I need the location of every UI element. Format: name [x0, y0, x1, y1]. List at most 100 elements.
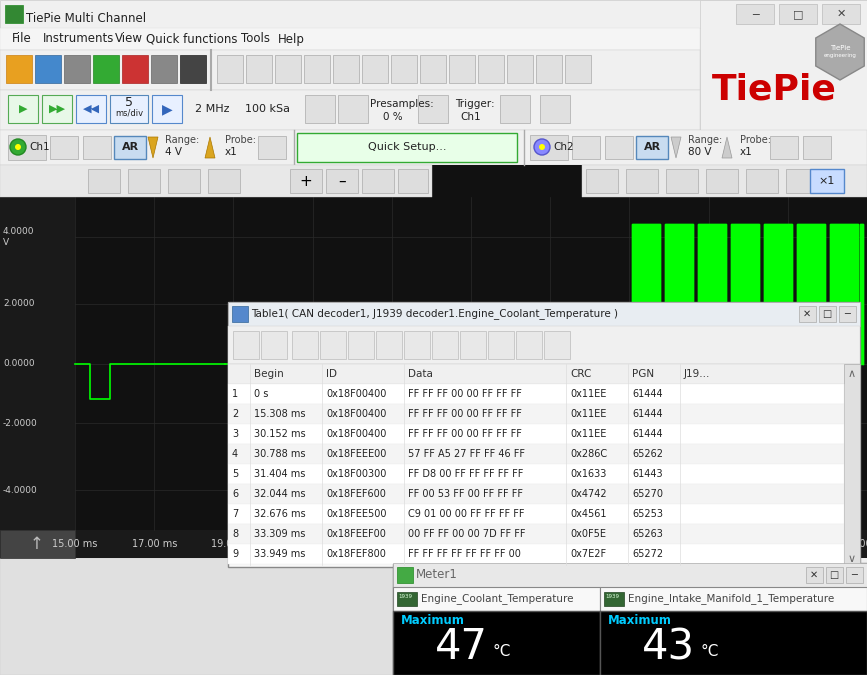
Bar [290, 169, 322, 193]
Text: 43: 43 [642, 626, 695, 668]
Text: 6: 6 [232, 489, 238, 499]
Bar [0, 197, 75, 530]
Text: FF FF FF 00 00 FF FF FF: FF FF FF 00 00 FF FF FF [408, 429, 522, 439]
Text: 1: 1 [232, 389, 238, 399]
Bar [666, 169, 698, 193]
Bar [540, 95, 570, 123]
Bar [746, 169, 778, 193]
Bar [35, 55, 61, 83]
Bar [397, 567, 413, 583]
Bar [488, 331, 514, 359]
Text: –: – [338, 173, 346, 188]
Bar [0, 130, 867, 165]
Bar [700, 0, 867, 165]
Bar [93, 55, 119, 83]
Text: File: File [12, 32, 32, 45]
Text: FF FF FF FF FF FF FF 00: FF FF FF FF FF FF FF 00 [408, 549, 521, 559]
Text: AR: AR [643, 142, 661, 152]
Bar [180, 55, 206, 83]
Text: ▶: ▶ [161, 102, 173, 116]
Bar [122, 55, 148, 83]
Bar [83, 136, 111, 159]
Text: Probe:: Probe: [740, 135, 771, 145]
Text: Maximum: Maximum [608, 614, 672, 628]
Bar [0, 165, 432, 197]
Bar [582, 165, 867, 197]
Text: 65272: 65272 [632, 549, 663, 559]
Bar [822, 4, 860, 24]
Text: Ch1: Ch1 [460, 112, 480, 122]
Bar [530, 135, 568, 160]
Bar [819, 306, 836, 322]
Text: Presamples:: Presamples: [370, 99, 434, 109]
Bar [114, 136, 146, 159]
Text: Range:: Range: [688, 135, 722, 145]
Bar [228, 484, 844, 504]
Text: Range:: Range: [165, 135, 199, 145]
Text: Quick functions: Quick functions [147, 32, 238, 45]
Text: 3: 3 [232, 429, 238, 439]
Text: TiePie Multi Channel: TiePie Multi Channel [26, 11, 147, 24]
Bar [297, 133, 517, 162]
Text: Ch1: Ch1 [29, 142, 49, 152]
Text: 5: 5 [125, 97, 133, 109]
Text: 0x286C: 0x286C [570, 449, 607, 459]
Text: 33.949 ms: 33.949 ms [254, 549, 305, 559]
Text: 29.00 ms: 29.00 ms [607, 539, 652, 549]
Bar [636, 136, 668, 159]
Text: 2 MHz: 2 MHz [195, 104, 230, 114]
Bar [88, 169, 120, 193]
Text: TiePie: TiePie [712, 73, 837, 107]
Bar [806, 567, 823, 583]
Text: 33.00 ms: 33.00 ms [766, 539, 811, 549]
Bar [432, 331, 458, 359]
Text: ◀◀: ◀◀ [82, 104, 100, 114]
Text: 33.309 ms: 33.309 ms [254, 529, 305, 539]
Bar [810, 169, 844, 193]
Text: +: + [300, 173, 312, 188]
Bar [600, 587, 867, 611]
Text: 0 %: 0 % [383, 112, 402, 122]
Text: 8: 8 [232, 529, 238, 539]
Text: ─: ─ [752, 9, 759, 19]
Text: Help: Help [278, 32, 305, 45]
Bar [326, 169, 358, 193]
Text: ID: ID [326, 369, 337, 379]
Bar [536, 55, 562, 83]
Text: Quick Setup...: Quick Setup... [368, 142, 447, 152]
Text: Ch2: Ch2 [553, 142, 574, 152]
Text: □: □ [792, 9, 803, 19]
Text: Engine_Coolant_Temperature: Engine_Coolant_Temperature [421, 593, 573, 604]
Bar [228, 424, 844, 444]
Circle shape [534, 139, 550, 155]
Bar [8, 135, 46, 160]
Text: AR: AR [121, 142, 139, 152]
Text: 0x0F5E: 0x0F5E [570, 529, 606, 539]
Circle shape [15, 144, 21, 150]
Text: 0.0000: 0.0000 [3, 359, 35, 368]
Text: ✕: ✕ [803, 309, 811, 319]
Bar [228, 504, 844, 524]
Text: 0x4561: 0x4561 [570, 509, 607, 519]
Text: FF D8 00 FF FF FF FF FF: FF D8 00 FF FF FF FF FF [408, 469, 524, 479]
Bar [128, 169, 160, 193]
Text: x1: x1 [225, 147, 238, 157]
Bar [0, 0, 867, 28]
Text: 2: 2 [232, 409, 238, 419]
Text: 35.00 ms: 35.00 ms [844, 539, 867, 549]
Bar [391, 55, 417, 83]
Text: Table1( CAN decoder1, J1939 decoder1.Engine_Coolant_Temperature ): Table1( CAN decoder1, J1939 decoder1.Eng… [251, 308, 618, 319]
Bar [393, 563, 867, 675]
Text: engineering: engineering [824, 53, 857, 59]
Bar [305, 95, 335, 123]
Bar [258, 136, 286, 159]
Bar [246, 55, 272, 83]
Text: 32.676 ms: 32.676 ms [254, 509, 306, 519]
Text: FF FF FF 00 00 FF FF FF: FF FF FF 00 00 FF FF FF [408, 389, 522, 399]
Text: 0x18FEF800: 0x18FEF800 [326, 549, 386, 559]
Text: -4.0000: -4.0000 [3, 485, 38, 495]
Text: 0x18FEE500: 0x18FEE500 [326, 509, 387, 519]
Bar [826, 567, 843, 583]
Text: ms/div: ms/div [115, 109, 143, 117]
Text: ─: ─ [844, 309, 850, 319]
